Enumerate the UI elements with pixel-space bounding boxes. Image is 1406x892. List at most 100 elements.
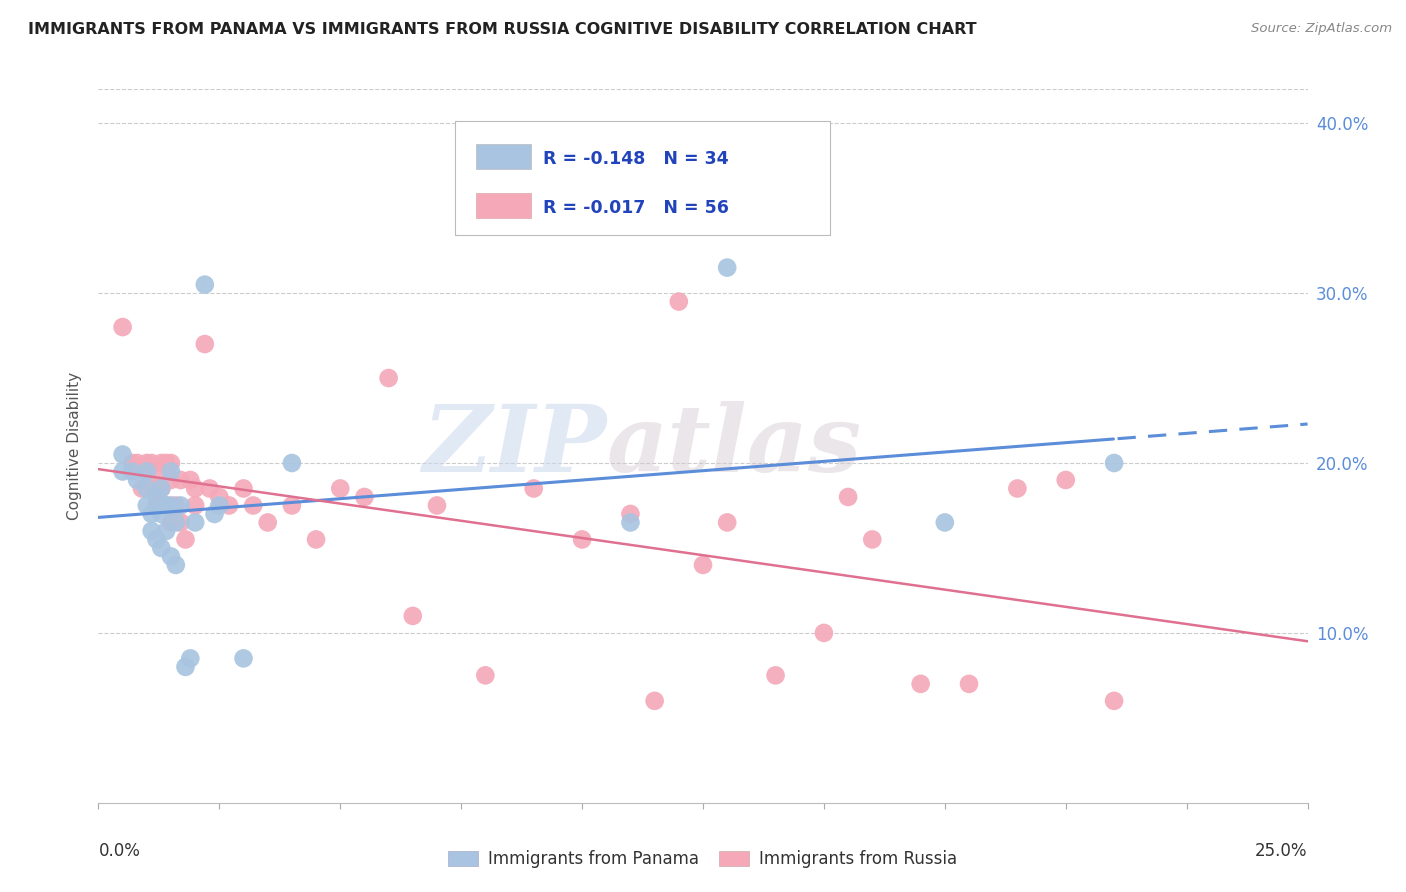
Point xyxy=(179,651,201,665)
Point xyxy=(644,694,666,708)
Point xyxy=(281,499,304,513)
Point xyxy=(256,516,278,530)
Text: 0.0%: 0.0% xyxy=(98,842,141,860)
Point xyxy=(184,482,207,496)
Point xyxy=(1102,694,1125,708)
Point xyxy=(165,499,187,513)
Point xyxy=(208,490,231,504)
Point xyxy=(160,549,183,564)
Text: atlas: atlas xyxy=(606,401,862,491)
Point xyxy=(160,499,183,513)
Point xyxy=(127,456,149,470)
Point xyxy=(194,337,217,351)
Point xyxy=(1054,473,1077,487)
Point xyxy=(174,533,197,547)
Point xyxy=(135,456,157,470)
Point xyxy=(1007,482,1029,496)
Text: R = -0.017   N = 56: R = -0.017 N = 56 xyxy=(543,200,728,218)
Text: R = -0.148   N = 34: R = -0.148 N = 34 xyxy=(543,150,728,168)
Legend: Immigrants from Panama, Immigrants from Russia: Immigrants from Panama, Immigrants from … xyxy=(440,842,966,877)
Point xyxy=(127,473,149,487)
Point xyxy=(150,482,173,496)
Point xyxy=(141,507,163,521)
Point xyxy=(837,490,859,504)
Point xyxy=(165,558,187,572)
Point xyxy=(934,516,956,530)
Point xyxy=(668,294,690,309)
Point xyxy=(135,465,157,479)
Point xyxy=(155,499,177,513)
Text: IMMIGRANTS FROM PANAMA VS IMMIGRANTS FROM RUSSIA COGNITIVE DISABILITY CORRELATIO: IMMIGRANTS FROM PANAMA VS IMMIGRANTS FRO… xyxy=(28,22,977,37)
Point xyxy=(1102,456,1125,470)
Point xyxy=(377,371,399,385)
Point xyxy=(145,499,167,513)
Point xyxy=(184,499,207,513)
Point xyxy=(184,516,207,530)
Point xyxy=(860,533,883,547)
Point xyxy=(150,482,173,496)
Point xyxy=(150,456,173,470)
Text: Source: ZipAtlas.com: Source: ZipAtlas.com xyxy=(1251,22,1392,36)
Point xyxy=(121,456,143,470)
Point xyxy=(204,507,226,521)
Point xyxy=(281,456,304,470)
Point xyxy=(957,677,980,691)
Point xyxy=(111,320,134,334)
Point xyxy=(111,448,134,462)
Point xyxy=(813,626,835,640)
Point xyxy=(353,490,375,504)
Point xyxy=(208,499,231,513)
Point xyxy=(145,482,167,496)
Text: 25.0%: 25.0% xyxy=(1256,842,1308,860)
Point xyxy=(155,524,177,538)
Point xyxy=(571,533,593,547)
Point xyxy=(141,524,163,538)
Point xyxy=(145,465,167,479)
Point xyxy=(160,473,183,487)
Point xyxy=(619,507,641,521)
FancyBboxPatch shape xyxy=(475,194,530,219)
Point xyxy=(174,660,197,674)
Point xyxy=(692,558,714,572)
Text: ZIP: ZIP xyxy=(422,401,606,491)
Point xyxy=(169,516,191,530)
Point xyxy=(135,465,157,479)
Point xyxy=(160,465,183,479)
Point xyxy=(765,668,787,682)
Point xyxy=(402,608,425,623)
Point xyxy=(198,482,221,496)
Point xyxy=(716,516,738,530)
Point xyxy=(305,533,328,547)
Point xyxy=(145,490,167,504)
Point xyxy=(910,677,932,691)
Point xyxy=(179,473,201,487)
Y-axis label: Cognitive Disability: Cognitive Disability xyxy=(67,372,83,520)
Point xyxy=(329,482,352,496)
Point xyxy=(131,482,153,496)
Point xyxy=(426,499,449,513)
FancyBboxPatch shape xyxy=(456,121,830,235)
Point xyxy=(150,541,173,555)
Point xyxy=(141,482,163,496)
Point xyxy=(169,473,191,487)
Point xyxy=(111,465,134,479)
Point xyxy=(169,499,191,513)
Point xyxy=(160,516,183,530)
Point xyxy=(232,482,254,496)
Point xyxy=(232,651,254,665)
Point xyxy=(165,516,187,530)
Point xyxy=(135,482,157,496)
Point xyxy=(145,533,167,547)
Point xyxy=(155,456,177,470)
Point xyxy=(135,499,157,513)
Point xyxy=(194,277,217,292)
Point xyxy=(218,499,240,513)
Point xyxy=(716,260,738,275)
Point xyxy=(150,507,173,521)
Point xyxy=(523,482,546,496)
FancyBboxPatch shape xyxy=(475,145,530,169)
Point xyxy=(121,465,143,479)
Point xyxy=(155,499,177,513)
Point xyxy=(160,456,183,470)
Point xyxy=(141,456,163,470)
